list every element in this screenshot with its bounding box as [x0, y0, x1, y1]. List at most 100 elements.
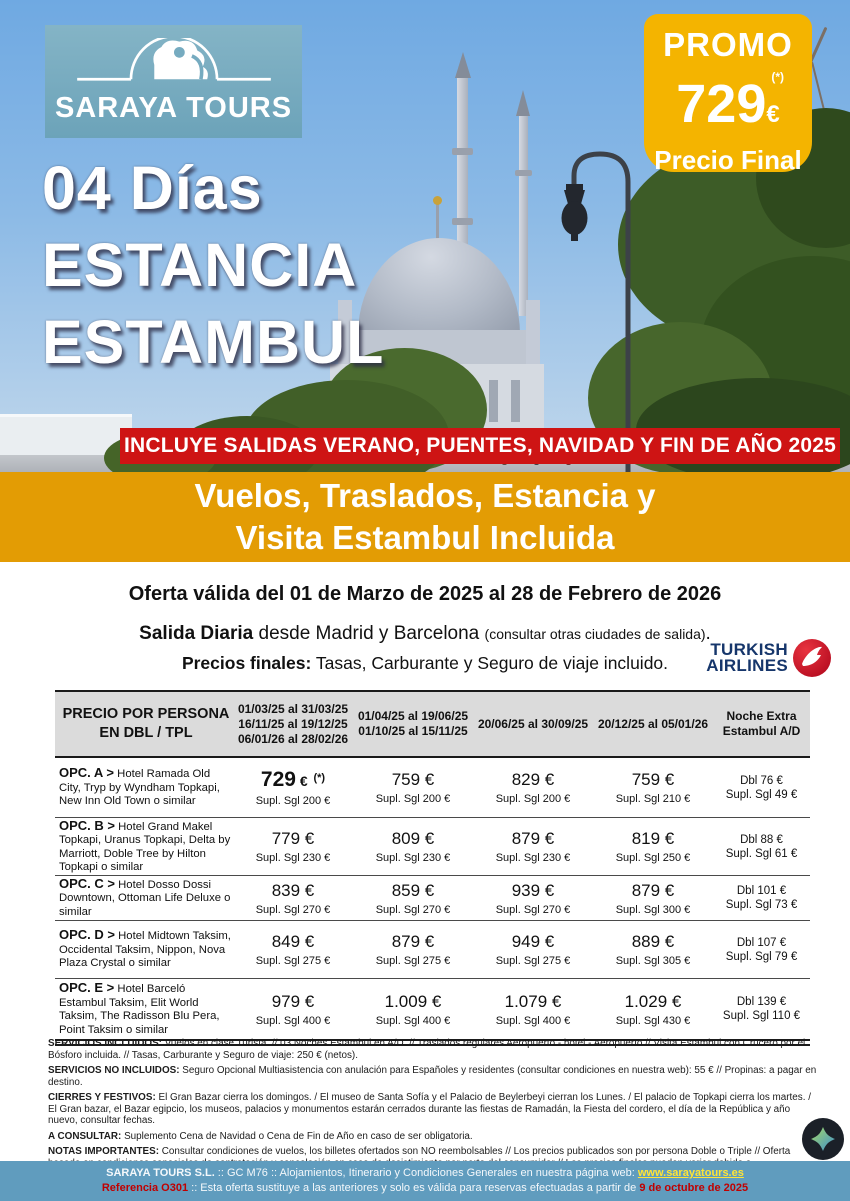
extra-night-cell: Dbl 139 € Supl. Sgl 110 €	[722, 996, 801, 1022]
supplement: Supl. Sgl 200 €	[255, 795, 331, 807]
option-label: OPC. A >	[59, 765, 115, 781]
departure-note: (consultar otras ciudades de salida)	[484, 626, 706, 642]
footer-reference: Referencia O301	[101, 1182, 189, 1194]
minaret-balcony	[452, 218, 473, 225]
airline-line-1: TURKISH	[710, 640, 788, 659]
highlight-line-1: Vuelos, Traslados, Estancia y	[194, 477, 656, 514]
page-title: 04 Días ESTANCIA ESTAMBUL	[42, 150, 384, 381]
extra-night-cell: Dbl 76 € Supl. Sgl 49 €	[725, 774, 798, 801]
minaret-balcony	[452, 148, 473, 155]
promo-label: PROMO	[663, 26, 793, 63]
footer-bar: SARAYA TOURS S.L. :: GC M76 :: Alojamien…	[0, 1161, 850, 1201]
price-cell: 879 € Supl. Sgl 230 €	[495, 829, 571, 864]
table-end-rule	[55, 1044, 810, 1046]
offer-departure: Salida Diaria desde Madrid y Barcelona (…	[0, 623, 850, 645]
hotel-cell: OPC. C > Hotel Dosso Dossi Downtown, Ott…	[55, 877, 233, 920]
departure-main: desde Madrid y Barcelona	[253, 623, 485, 644]
turkish-airlines-logo: TURKISH AIRLINES	[706, 638, 832, 678]
hotel-names: Hotel Midtown Taksim, Occidental Taksim,…	[59, 930, 231, 970]
offer-validity: Oferta válida del 01 de Marzo de 2025 al…	[128, 583, 722, 605]
option-label: OPC. B >	[59, 817, 115, 833]
price-cell: 829 € Supl. Sgl 200 €	[495, 770, 571, 805]
footer-line-2: Referencia O301 :: Esta oferta sustituye…	[101, 1182, 749, 1194]
price-cell: 759 € Supl. Sgl 210 €	[615, 770, 691, 805]
hotel-names: Hotel Barceló Estambul Taksim, Elit Worl…	[59, 983, 220, 1036]
camel-icon	[76, 38, 271, 81]
price-cell: 939 € Supl. Sgl 270 €	[495, 880, 571, 916]
price-cell: 729 € (*) Supl. Sgl 200 €	[233, 768, 353, 807]
header-price-per-person: PRECIO POR PERSONA EN DBL / TPL	[62, 706, 230, 741]
promo-badge: PROMO (*) 729€ Precio Final	[644, 14, 812, 175]
website-link[interactable]: www.sarayatours.es	[637, 1167, 744, 1179]
dome-finial	[433, 196, 442, 205]
browser-extension-icon[interactable]	[801, 1117, 845, 1161]
title-line-1: 04 Días	[42, 154, 263, 222]
promo-asterisk: (*)	[771, 70, 784, 84]
price-cell: 819 € Supl. Sgl 250 €	[615, 829, 691, 864]
table-row-opc-b: OPC. B > Hotel Grand Makel Topkapi, Uran…	[55, 818, 810, 876]
table-row-opc-e: OPC. E > Hotel Barceló Estambul Taksim, …	[55, 979, 810, 1041]
extra-night-cell: Dbl 107 € Supl. Sgl 79 €	[725, 936, 798, 963]
price-cell: 879 € Supl. Sgl 300 €	[615, 880, 691, 916]
hotel-names: Hotel Dosso Dossi Downtown, Ottoman Life…	[59, 878, 231, 918]
table-header: PRECIO POR PERSONA EN DBL / TPL 01/03/25…	[55, 690, 810, 758]
header-season-2: 01/04/25 al 19/06/25 01/10/25 al 15/11/2…	[357, 709, 469, 738]
street-lamp	[561, 151, 631, 472]
turkish-airlines-text: TURKISH AIRLINES	[706, 640, 788, 675]
price-cell: 839 € Supl. Sgl 270 €	[255, 880, 331, 916]
airline-line-2: AIRLINES	[706, 656, 788, 675]
price-cell: 859 € Supl. Sgl 270 €	[375, 880, 451, 916]
offer-section: Oferta válida del 01 de Marzo de 2025 al…	[0, 562, 850, 690]
mosque-turret	[526, 300, 540, 366]
title-line-3: ESTAMBUL	[42, 308, 385, 376]
departure-period: .	[705, 623, 711, 644]
footer-date: 9 de octubre de 2025	[639, 1182, 749, 1194]
price-cell: 1.029 € Supl. Sgl 430 €	[615, 991, 691, 1027]
price-cell: 759 € Supl. Sgl 200 €	[375, 770, 451, 805]
price-value: 729 € (*)	[260, 768, 326, 791]
promo-final-label: Precio Final	[654, 145, 802, 175]
minaret	[519, 116, 528, 316]
footer-line-1: SARAYA TOURS S.L. :: GC M76 :: Alojamien…	[106, 1167, 744, 1179]
title-line-2: ESTANCIA	[42, 231, 358, 299]
includes-banner: INCLUYE SALIDAS VERANO, PUENTES, NAVIDAD…	[120, 428, 840, 464]
price-cell: 779 € Supl. Sgl 230 €	[255, 829, 331, 864]
fine-print-cierres-festivos: CIERRES Y FESTIVOS: El Gran Bazar cierra…	[48, 1092, 811, 1126]
extra-night-cell: Dbl 88 € Supl. Sgl 61 €	[725, 833, 798, 860]
departure-bold: Salida Diaria	[139, 623, 254, 644]
price-cell: 1.009 € Supl. Sgl 400 €	[375, 991, 451, 1027]
price-cell: 879 € Supl. Sgl 275 €	[375, 932, 451, 967]
price-cell: 889 € Supl. Sgl 305 €	[615, 932, 691, 967]
hotel-cell: OPC. D > Hotel Midtown Taksim, Occidenta…	[55, 928, 233, 971]
hotel-cell: OPC. A > Hotel Ramada Old City, Tryp by …	[55, 766, 233, 809]
highlight-line-2: Visita Estambul Incluida	[235, 519, 615, 556]
footer-company: SARAYA TOURS S.L.	[106, 1167, 215, 1179]
prices-bold: Precios finales:	[181, 653, 312, 673]
highlight-band: Vuelos, Traslados, Estancia y Visita Est…	[0, 472, 850, 562]
fine-print-servicios-incluidos: SERVICIOS INCLUIDOS: Vuelos en clase Tur…	[48, 1038, 806, 1061]
header-season-4: 20/12/25 al 05/01/26	[597, 716, 709, 731]
promo-price-value: 729	[676, 74, 767, 134]
table-row-opc-c: OPC. C > Hotel Dosso Dossi Downtown, Ott…	[55, 876, 810, 921]
table-row-opc-a: OPC. A > Hotel Ramada Old City, Tryp by …	[55, 758, 810, 818]
offer-final-prices: Precios finales: Tasas, Carburante y Seg…	[0, 653, 850, 674]
header-extra-night: Noche Extra Estambul A/D	[722, 709, 801, 738]
option-label: OPC. D >	[59, 927, 115, 943]
hotel-cell: OPC. B > Hotel Grand Makel Topkapi, Uran…	[55, 817, 233, 875]
promo-price: 729€	[644, 77, 812, 135]
turkish-airlines-bird-icon	[793, 639, 831, 677]
price-cell: 1.079 € Supl. Sgl 400 €	[495, 991, 571, 1027]
option-label: OPC. E >	[59, 980, 115, 995]
prices-rest: Tasas, Carburante y Seguro de viaje incl…	[311, 653, 669, 673]
price-table: PRECIO POR PERSONA EN DBL / TPL 01/03/25…	[55, 690, 810, 1046]
option-label: OPC. C >	[59, 875, 115, 891]
minaret-cap	[455, 52, 471, 78]
price-cell: 849 € Supl. Sgl 275 €	[255, 932, 331, 967]
promo-price-currency: €	[766, 101, 780, 128]
minaret-cap	[516, 90, 530, 116]
header-season-1: 01/03/25 al 31/03/25 16/11/25 al 19/12/2…	[237, 701, 349, 746]
fine-print-servicios-no-incluidos: SERVICIOS NO INCLUIDOS: Seguro Opcional …	[48, 1065, 817, 1088]
hero-photo: SARAYA TOURS PROMO (*) 729€ Precio Final…	[0, 0, 850, 472]
price-cell: 979 € Supl. Sgl 400 €	[255, 991, 331, 1027]
